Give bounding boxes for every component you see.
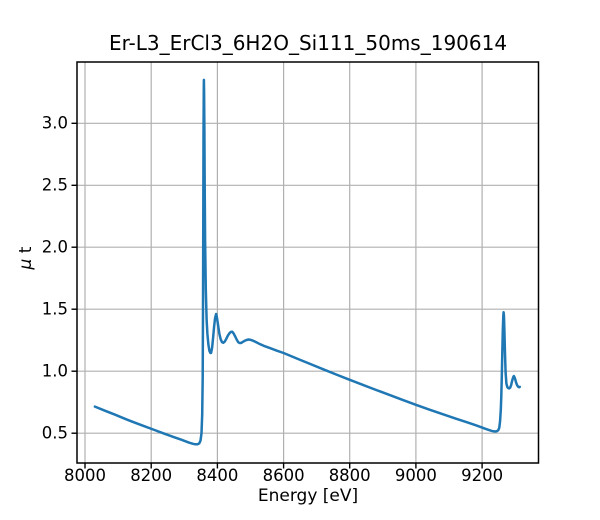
x-tick-label: 8600 [262, 466, 305, 485]
y-tick-label: 2.5 [41, 175, 68, 195]
x-tick-label: 8800 [328, 466, 371, 485]
y-axis-label-mu: μ [16, 258, 36, 270]
y-tick-label: 1.5 [41, 299, 68, 319]
x-tick-label: 8000 [64, 466, 106, 485]
spectrum-line [93, 78, 522, 446]
x-tick-label: 9000 [394, 466, 437, 485]
plot-border [76, 61, 540, 464]
x-tick-label: 9200 [461, 466, 504, 485]
y-tick-label: 1.0 [41, 361, 68, 381]
chart-title: Er-L3_ErCl3_6H2O_Si111_50ms_190614 [108, 31, 508, 55]
y-tick-label: 0.5 [41, 423, 68, 443]
y-tick-label: 2.0 [41, 237, 68, 257]
y-tick-label: 3.0 [41, 113, 68, 133]
x-tick-label: 8400 [196, 466, 239, 485]
x-tick-label: 8200 [130, 466, 173, 485]
x-axis-label: Energy [eV] [257, 486, 359, 506]
